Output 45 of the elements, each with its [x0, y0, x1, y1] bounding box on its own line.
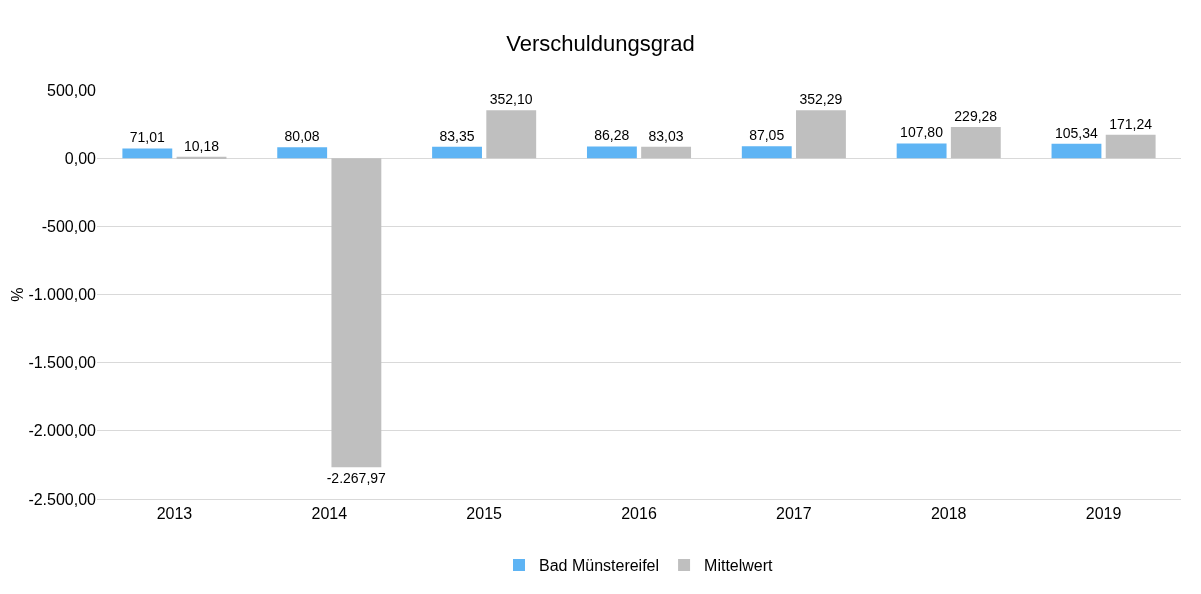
- data-label: 229,28: [954, 107, 998, 124]
- x-tick-label: 2013: [156, 505, 193, 523]
- legend-label: Bad Münstereifel: [539, 557, 660, 575]
- x-tick-label: 2015: [466, 505, 503, 523]
- bar: [277, 147, 328, 159]
- x-tick-label: 2014: [311, 505, 348, 523]
- data-label: 171,24: [1109, 115, 1153, 132]
- data-label: 86,28: [594, 127, 630, 144]
- bar: [741, 146, 792, 159]
- data-label: 71,01: [129, 129, 165, 146]
- data-label: 107,80: [900, 124, 944, 141]
- bar: [432, 146, 482, 159]
- bar: [586, 146, 637, 159]
- data-label: 10,18: [183, 137, 220, 154]
- x-tick-label: 2016: [621, 505, 657, 523]
- bar: [796, 110, 846, 159]
- bar: [950, 126, 1001, 159]
- x-tick-label: 2018: [930, 505, 967, 523]
- y-tick-label: -2.000,00: [28, 422, 97, 440]
- y-tick-label: -1.500,00: [28, 354, 97, 372]
- y-axis-title: %: [9, 287, 27, 302]
- data-label: 352,29: [799, 91, 843, 108]
- data-label: -2.267,97: [326, 470, 387, 487]
- y-tick-label: -1.000,00: [28, 286, 97, 304]
- y-tick-label: -2.500,00: [28, 490, 97, 508]
- bar: [641, 146, 692, 159]
- data-label: 87,05: [749, 127, 785, 144]
- y-tick-label: 0,00: [64, 149, 97, 167]
- data-label: 83,35: [439, 127, 475, 144]
- legend-label: Mittelwert: [704, 557, 774, 575]
- bar: [331, 158, 382, 468]
- bar: [1051, 143, 1102, 159]
- bar: [486, 110, 537, 159]
- x-tick-label: 2017: [776, 505, 812, 523]
- y-tick-label: -500,00: [41, 217, 97, 235]
- data-label: 80,08: [284, 128, 320, 145]
- data-label: 83,03: [648, 127, 684, 144]
- bar: [1105, 134, 1156, 159]
- y-tick-label: 500,00: [47, 81, 97, 99]
- x-tick-label: 2019: [1085, 505, 1122, 523]
- bar: [896, 143, 947, 159]
- data-label: 105,34: [1054, 124, 1098, 141]
- chart-title: Verschuldungsgrad: [506, 31, 695, 57]
- data-label: 352,10: [489, 91, 533, 108]
- bar: [122, 148, 173, 159]
